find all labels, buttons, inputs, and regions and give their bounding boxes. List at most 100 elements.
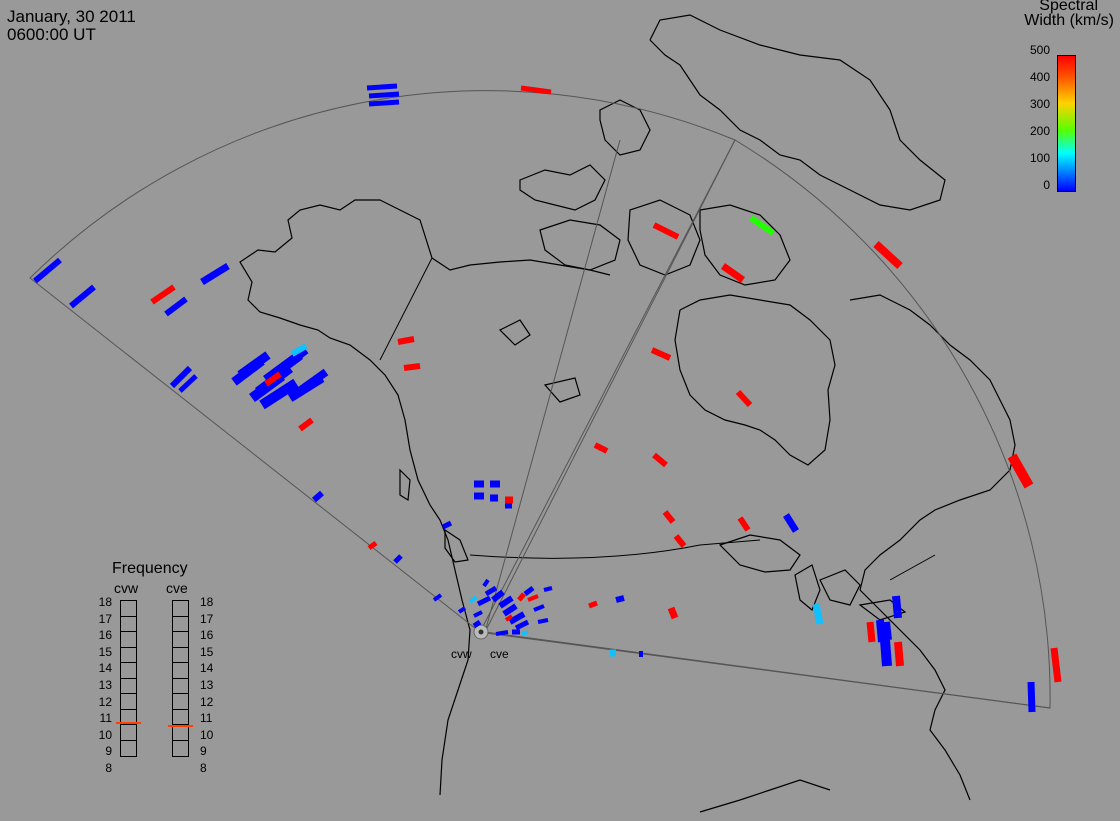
frequency-tick-left: 8 — [105, 761, 112, 775]
echo-cell — [866, 621, 876, 643]
echo-cell — [472, 619, 482, 629]
colorbar-tick: 100 — [1029, 151, 1050, 165]
radar-label-cvw: cvw — [451, 647, 472, 661]
echo-cell — [150, 284, 176, 305]
colorbar-title-line1: Spectral — [1039, 0, 1098, 14]
echo-cell — [783, 513, 799, 533]
echo-cell — [812, 603, 824, 625]
echo-cell — [295, 368, 329, 396]
echo-cell — [543, 586, 553, 592]
frequency-tick-left: 9 — [105, 744, 112, 759]
echo-cell — [169, 365, 193, 389]
frequency-tick-right: 9 — [200, 744, 207, 759]
frequency-tick-left: 13 — [98, 678, 112, 692]
time-label: 0600:00 UT — [7, 25, 96, 44]
echo-cell — [366, 83, 398, 91]
radar-site-marker — [473, 624, 489, 640]
frequency-tick-right: 15 — [200, 644, 214, 659]
frequency-tick-left: 18 — [98, 595, 112, 609]
frequency-tick-right: 10 — [200, 727, 214, 742]
echo-cell — [482, 578, 490, 588]
frequency-title: Frequency — [112, 560, 188, 577]
echo-cell — [517, 592, 526, 602]
echo-cell — [737, 516, 751, 532]
echo-cell — [178, 374, 198, 393]
colorbar-title-line2: Width (km/s) — [1024, 12, 1114, 29]
frequency-tick-left: 16 — [98, 628, 112, 643]
echo-cell — [259, 378, 299, 410]
colorbar-tick: 200 — [1029, 124, 1050, 138]
fov-outline — [29, 90, 1051, 709]
echo-cell — [237, 351, 271, 379]
echo-cell — [749, 215, 775, 236]
echo-cell — [164, 296, 188, 317]
echo-cell — [593, 442, 609, 454]
frequency-tick-right: 8 — [200, 761, 207, 775]
echo-cell — [876, 619, 886, 643]
echo-cell — [491, 589, 505, 603]
echo-cell — [662, 510, 676, 524]
frequency-tick-left: 12 — [98, 694, 112, 709]
colorbar-gradient — [1057, 55, 1076, 192]
echo-cell — [1050, 647, 1062, 683]
coastlines — [239, 14, 1016, 813]
echo-cell — [521, 630, 529, 636]
backscatter-echoes — [33, 83, 1062, 713]
frequency-tick-right: 13 — [200, 678, 214, 692]
frequency-tick-right: 12 — [200, 694, 214, 709]
echo-cell — [441, 520, 453, 530]
frequency-tick-right: 14 — [200, 661, 214, 676]
echo-cell — [533, 604, 545, 612]
echo-cell — [393, 554, 403, 564]
echo-cell — [312, 490, 324, 503]
echo-cell — [367, 540, 378, 551]
echo-cell — [69, 284, 96, 309]
echo-cell — [502, 603, 518, 617]
colorbar-tick: 0 — [1043, 178, 1050, 192]
echo-cell — [735, 389, 753, 408]
frequency-radar-label-cvw: cvw — [114, 580, 139, 596]
colorbar-tick: 300 — [1029, 97, 1050, 111]
echo-cell — [588, 600, 598, 609]
echo-cell — [880, 639, 892, 667]
echo-cell — [498, 595, 514, 609]
echo-cell — [1027, 681, 1036, 713]
borders — [379, 257, 936, 581]
echo-cell — [873, 241, 903, 269]
echo-cell — [1007, 453, 1034, 489]
echo-cell — [468, 595, 478, 604]
frequency-tick-left: 11 — [99, 711, 112, 726]
echo-cell — [652, 222, 680, 240]
echo-cell — [457, 606, 467, 614]
echo-cell — [484, 585, 498, 597]
colorbar-tick: 400 — [1029, 70, 1050, 84]
echo-cell — [473, 610, 483, 618]
echo-cell — [720, 263, 746, 283]
echo-cell — [508, 611, 526, 625]
echo-cell — [523, 586, 535, 596]
frequency-ladder-cvw — [120, 600, 137, 757]
frequency-tick-left: 15 — [98, 644, 112, 659]
echo-cell — [537, 618, 549, 624]
echo-cell — [527, 594, 539, 602]
colorbar-tick: 500 — [1029, 43, 1050, 57]
frequency-marker-cvw — [116, 721, 141, 724]
frequency-tick-left: 10 — [98, 727, 112, 742]
echo-cell — [368, 99, 400, 107]
echo-cell — [667, 606, 679, 620]
echo-cell — [495, 630, 509, 636]
echo-cell — [298, 417, 314, 432]
date-label: January, 30 2011 — [7, 7, 136, 26]
echo-cell — [264, 371, 282, 387]
frequency-tick-right: 17 — [200, 611, 214, 626]
echo-cell — [892, 595, 902, 619]
echo-cell — [650, 347, 672, 361]
echo-cell — [514, 619, 530, 631]
echo-cell — [476, 595, 492, 607]
frequency-tick-right: 11 — [200, 711, 213, 726]
frequency-marker-cve — [168, 724, 193, 727]
frequency-tick-right: 16 — [200, 628, 214, 643]
frequency-tick-right: 18 — [200, 595, 214, 609]
